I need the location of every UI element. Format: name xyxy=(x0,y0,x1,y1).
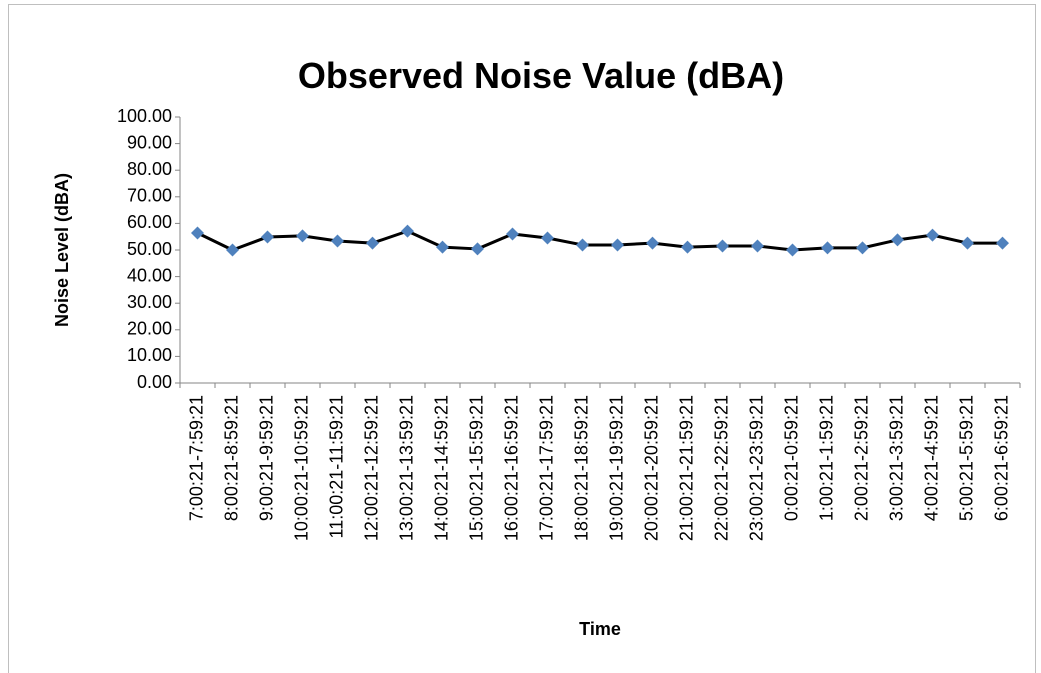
data-marker xyxy=(401,224,414,238)
data-marker xyxy=(261,230,274,244)
x-tick-label: 17:00:21-17:59:21 xyxy=(536,395,556,541)
chart-title: Observed Noise Value (dBA) xyxy=(298,55,784,96)
x-tick-label: 12:00:21-12:59:21 xyxy=(361,395,381,541)
x-axis-title: Time xyxy=(579,619,621,639)
y-tick-label: 0.00 xyxy=(137,372,172,392)
x-tick-label: 0:00:21-0:59:21 xyxy=(781,395,801,521)
data-marker xyxy=(926,228,939,242)
data-marker xyxy=(856,241,869,255)
x-tick-label: 4:00:21-4:59:21 xyxy=(921,395,941,521)
data-marker xyxy=(226,243,239,257)
y-tick-label: 30.00 xyxy=(127,292,172,312)
x-tick-label: 18:00:21-18:59:21 xyxy=(571,395,591,541)
y-tick-label: 50.00 xyxy=(127,239,172,259)
x-tick-label: 15:00:21-15:59:21 xyxy=(466,395,486,541)
data-marker xyxy=(821,241,834,255)
data-marker xyxy=(331,234,344,248)
x-tick-label: 1:00:21-1:59:21 xyxy=(816,395,836,521)
data-marker xyxy=(296,229,309,243)
x-tick-label: 6:00:21-6:59:21 xyxy=(991,395,1011,521)
y-tick-label: 90.00 xyxy=(127,132,172,152)
data-marker xyxy=(716,239,729,253)
x-tick-label: 7:00:21-7:59:21 xyxy=(186,395,206,521)
data-marker xyxy=(576,238,589,252)
x-tick-label: 5:00:21-5:59:21 xyxy=(956,395,976,521)
data-marker xyxy=(506,227,519,241)
x-tick-label: 11:00:21-11:59:21 xyxy=(326,395,346,538)
chart-frame xyxy=(8,4,1036,673)
data-marker xyxy=(471,242,484,256)
x-tick-label: 23:00:21-23:59:21 xyxy=(746,395,766,541)
x-tick-label: 14:00:21-14:59:21 xyxy=(431,395,451,541)
x-tick-label: 21:00:21-21:59:21 xyxy=(676,395,696,541)
data-marker xyxy=(961,236,974,250)
x-tick-label: 8:00:21-8:59:21 xyxy=(221,395,241,521)
data-marker xyxy=(681,240,694,254)
data-marker xyxy=(191,226,204,240)
x-tick-label: 9:00:21-9:59:21 xyxy=(256,395,276,521)
x-tick-label: 19:00:21-19:59:21 xyxy=(606,395,626,541)
data-marker xyxy=(996,236,1009,250)
y-tick-label: 40.00 xyxy=(127,265,172,285)
x-tick-label: 10:00:21-10:59:21 xyxy=(291,395,311,541)
y-axis-title: Noise Level (dBA) xyxy=(52,173,72,327)
y-tick-label: 20.00 xyxy=(127,319,172,339)
data-marker xyxy=(786,243,799,257)
x-tick-label: 13:00:21-13:59:21 xyxy=(396,395,416,541)
data-marker xyxy=(436,240,449,254)
x-tick-label: 2:00:21-2:59:21 xyxy=(851,395,871,521)
x-tick-label: 16:00:21-16:59:21 xyxy=(501,395,521,541)
data-marker xyxy=(751,239,764,253)
x-tick-label: 22:00:21-22:59:21 xyxy=(711,395,731,541)
data-marker xyxy=(646,236,659,250)
data-marker xyxy=(366,236,379,250)
y-tick-label: 100.00 xyxy=(117,106,172,126)
data-marker xyxy=(611,238,624,252)
data-marker xyxy=(541,231,554,245)
y-tick-label: 60.00 xyxy=(127,212,172,232)
y-tick-label: 80.00 xyxy=(127,159,172,179)
x-tick-label: 20:00:21-20:59:21 xyxy=(641,395,661,541)
x-tick-label: 3:00:21-3:59:21 xyxy=(886,395,906,521)
y-tick-label: 70.00 xyxy=(127,186,172,206)
y-tick-label: 10.00 xyxy=(127,345,172,365)
data-marker xyxy=(891,233,904,247)
data-line xyxy=(196,229,1003,252)
